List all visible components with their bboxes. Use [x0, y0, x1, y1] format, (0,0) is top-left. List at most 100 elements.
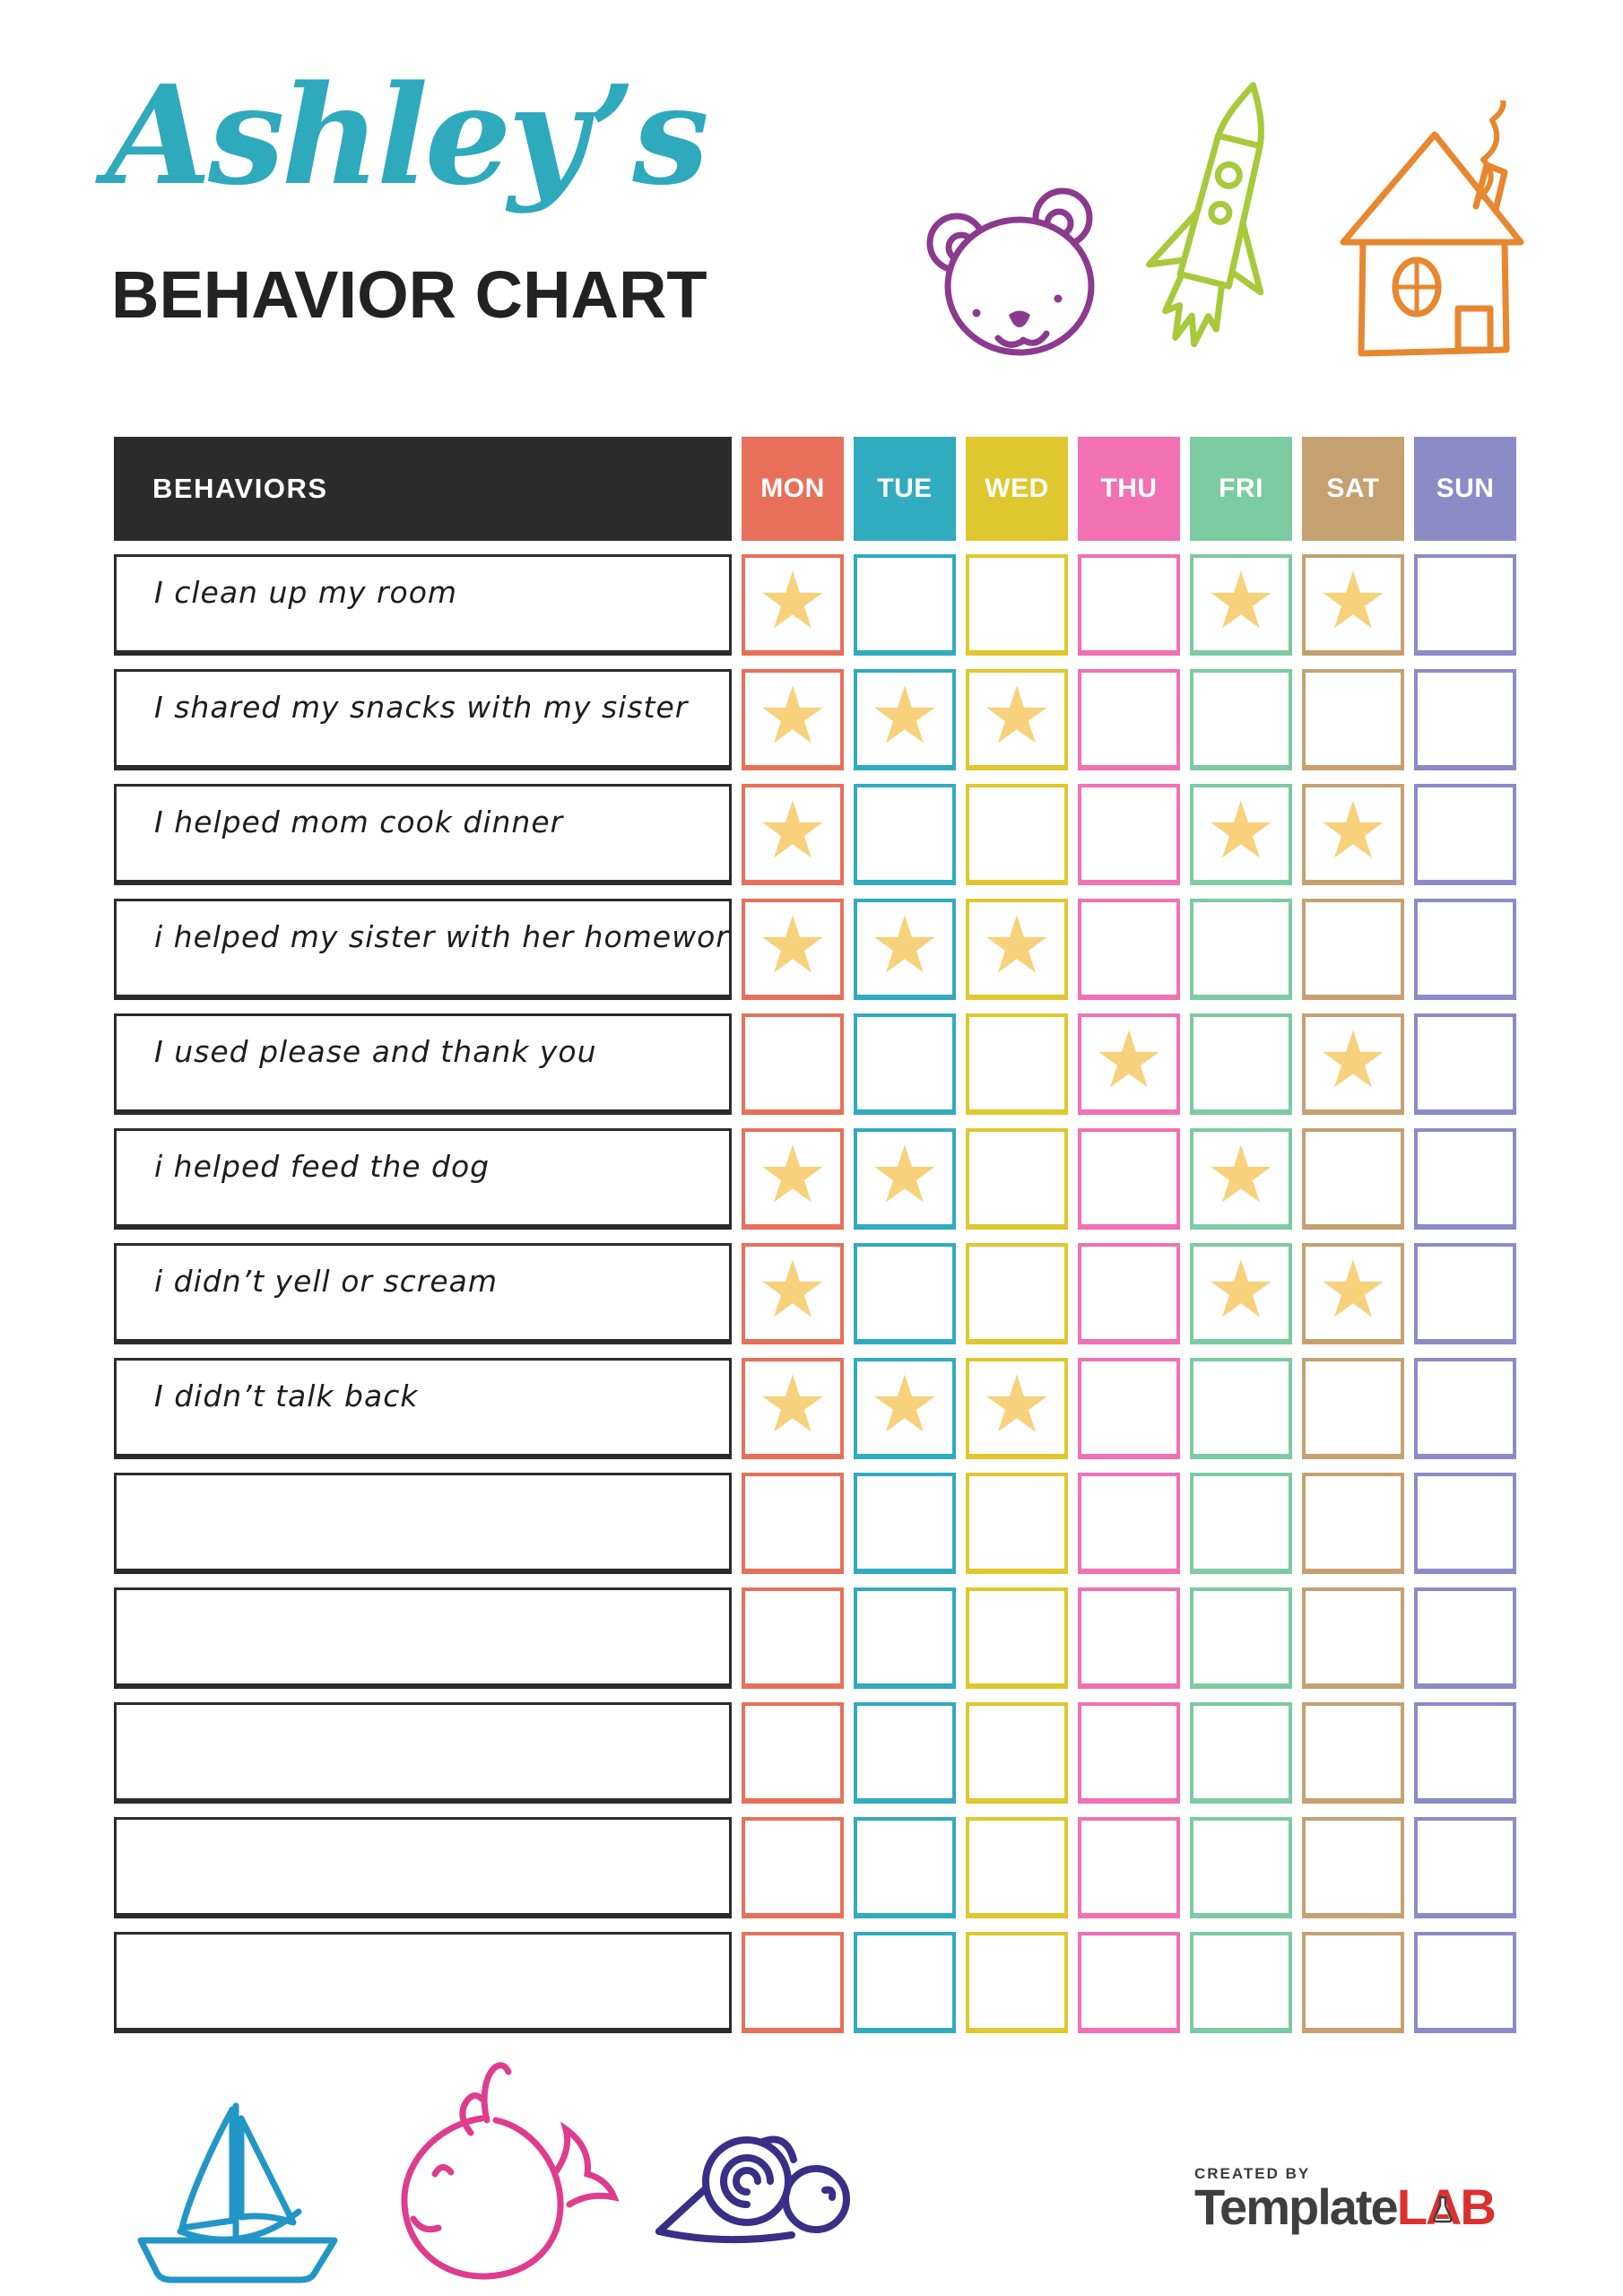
day-cell-mon[interactable]	[742, 1817, 844, 1918]
day-cell-sat[interactable]: ★	[1302, 1243, 1404, 1344]
day-cell-sun[interactable]	[1414, 1817, 1516, 1918]
day-cell-tue[interactable]	[854, 784, 956, 885]
day-cell-fri[interactable]	[1190, 669, 1292, 770]
day-cell-wed[interactable]	[966, 1587, 1068, 1689]
day-cell-fri[interactable]: ★	[1190, 1128, 1292, 1230]
day-cell-wed[interactable]	[966, 1702, 1068, 1804]
behavior-label-cell[interactable]: I helped mom cook dinner	[114, 784, 732, 885]
day-cell-fri[interactable]	[1190, 899, 1292, 1000]
day-cell-thu[interactable]	[1078, 1817, 1180, 1918]
day-cell-wed[interactable]	[966, 1932, 1068, 2033]
day-cell-fri[interactable]: ★	[1190, 1243, 1292, 1344]
day-cell-sun[interactable]	[1414, 899, 1516, 1000]
day-cell-fri[interactable]	[1190, 1473, 1292, 1574]
day-cell-sun[interactable]	[1414, 1587, 1516, 1689]
day-cell-sun[interactable]	[1414, 1128, 1516, 1230]
day-cell-fri[interactable]	[1190, 1817, 1292, 1918]
day-cell-tue[interactable]: ★	[854, 899, 956, 1000]
day-cell-sun[interactable]	[1414, 1702, 1516, 1804]
day-cell-sun[interactable]	[1414, 1358, 1516, 1459]
day-cell-sat[interactable]	[1302, 1817, 1404, 1918]
behavior-label-cell[interactable]: I used please and thank you	[114, 1013, 732, 1115]
day-cell-sat[interactable]	[1302, 1473, 1404, 1574]
behavior-label-cell[interactable]: I shared my snacks with my sister	[114, 669, 732, 770]
day-cell-sun[interactable]	[1414, 1243, 1516, 1344]
day-cell-tue[interactable]	[854, 1817, 956, 1918]
day-cell-tue[interactable]: ★	[854, 669, 956, 770]
day-cell-thu[interactable]	[1078, 554, 1180, 656]
day-cell-tue[interactable]: ★	[854, 1358, 956, 1459]
behavior-label-cell[interactable]	[114, 1932, 732, 2033]
day-cell-tue[interactable]	[854, 1473, 956, 1574]
day-cell-mon[interactable]	[742, 1587, 844, 1689]
day-cell-sun[interactable]	[1414, 784, 1516, 885]
day-cell-thu[interactable]	[1078, 784, 1180, 885]
day-cell-mon[interactable]: ★	[742, 1128, 844, 1230]
day-cell-sat[interactable]: ★	[1302, 784, 1404, 885]
day-cell-fri[interactable]	[1190, 1702, 1292, 1804]
day-cell-sun[interactable]	[1414, 1013, 1516, 1115]
day-cell-sun[interactable]	[1414, 1473, 1516, 1574]
day-cell-mon[interactable]: ★	[742, 1358, 844, 1459]
behavior-label-cell[interactable]: i helped feed the dog	[114, 1128, 732, 1230]
day-cell-fri[interactable]	[1190, 1358, 1292, 1459]
templatelab-logo[interactable]: CREATED BY TemplateLAB	[1194, 2165, 1497, 2232]
day-cell-tue[interactable]	[854, 1013, 956, 1115]
day-cell-tue[interactable]	[854, 554, 956, 656]
day-cell-wed[interactable]	[966, 1473, 1068, 1574]
day-cell-wed[interactable]	[966, 1013, 1068, 1115]
day-cell-fri[interactable]	[1190, 1932, 1292, 2033]
day-cell-tue[interactable]	[854, 1932, 956, 2033]
day-cell-wed[interactable]: ★	[966, 1358, 1068, 1459]
day-cell-thu[interactable]	[1078, 1932, 1180, 2033]
day-cell-thu[interactable]	[1078, 1587, 1180, 1689]
day-cell-sat[interactable]	[1302, 1128, 1404, 1230]
day-cell-wed[interactable]	[966, 784, 1068, 885]
day-cell-sat[interactable]: ★	[1302, 554, 1404, 656]
behavior-label-cell[interactable]: i helped my sister with her homework	[114, 899, 732, 1000]
behavior-label-cell[interactable]	[114, 1702, 732, 1804]
day-cell-sun[interactable]	[1414, 669, 1516, 770]
day-cell-tue[interactable]	[854, 1587, 956, 1689]
behavior-label-cell[interactable]: I clean up my room	[114, 554, 732, 656]
day-cell-mon[interactable]: ★	[742, 554, 844, 656]
day-cell-tue[interactable]: ★	[854, 1128, 956, 1230]
day-cell-mon[interactable]	[742, 1702, 844, 1804]
day-cell-mon[interactable]	[742, 1013, 844, 1115]
day-cell-mon[interactable]	[742, 1932, 844, 2033]
day-cell-wed[interactable]	[966, 1817, 1068, 1918]
day-cell-sat[interactable]	[1302, 1587, 1404, 1689]
day-cell-tue[interactable]	[854, 1243, 956, 1344]
day-cell-wed[interactable]	[966, 554, 1068, 656]
day-cell-wed[interactable]	[966, 1128, 1068, 1230]
behavior-label-cell[interactable]	[114, 1587, 732, 1689]
day-cell-sat[interactable]	[1302, 1932, 1404, 2033]
day-cell-sat[interactable]	[1302, 1358, 1404, 1459]
day-cell-thu[interactable]	[1078, 1473, 1180, 1574]
day-cell-mon[interactable]: ★	[742, 899, 844, 1000]
day-cell-mon[interactable]: ★	[742, 784, 844, 885]
day-cell-sun[interactable]	[1414, 1932, 1516, 2033]
behavior-label-cell[interactable]	[114, 1817, 732, 1918]
day-cell-thu[interactable]: ★	[1078, 1013, 1180, 1115]
day-cell-mon[interactable]	[742, 1473, 844, 1574]
day-cell-fri[interactable]: ★	[1190, 554, 1292, 656]
day-cell-sat[interactable]: ★	[1302, 1013, 1404, 1115]
day-cell-fri[interactable]	[1190, 1587, 1292, 1689]
day-cell-sat[interactable]	[1302, 669, 1404, 770]
day-cell-fri[interactable]	[1190, 1013, 1292, 1115]
day-cell-thu[interactable]	[1078, 1243, 1180, 1344]
behavior-label-cell[interactable]: i didn’t yell or scream	[114, 1243, 732, 1344]
day-cell-sun[interactable]	[1414, 554, 1516, 656]
behavior-label-cell[interactable]	[114, 1473, 732, 1574]
day-cell-thu[interactable]	[1078, 899, 1180, 1000]
day-cell-sat[interactable]	[1302, 899, 1404, 1000]
day-cell-mon[interactable]: ★	[742, 1243, 844, 1344]
day-cell-tue[interactable]	[854, 1702, 956, 1804]
day-cell-thu[interactable]	[1078, 669, 1180, 770]
day-cell-thu[interactable]	[1078, 1358, 1180, 1459]
day-cell-thu[interactable]	[1078, 1128, 1180, 1230]
day-cell-wed[interactable]	[966, 1243, 1068, 1344]
day-cell-thu[interactable]	[1078, 1702, 1180, 1804]
day-cell-wed[interactable]: ★	[966, 669, 1068, 770]
